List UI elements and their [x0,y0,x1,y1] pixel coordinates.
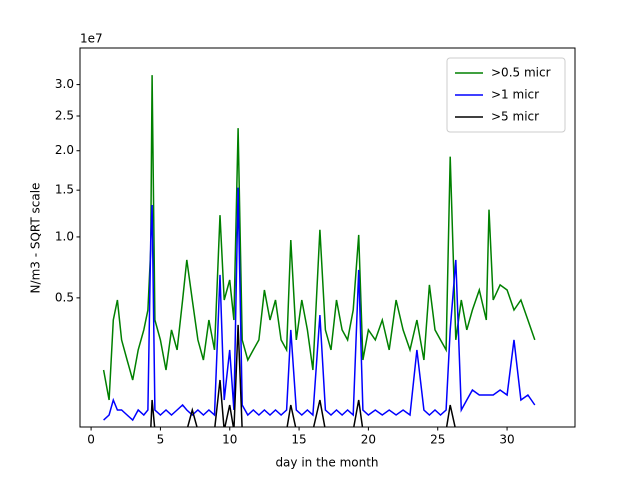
series-line [102,75,536,401]
x-tick-label: 5 [157,433,165,447]
x-tick-label: 0 [87,433,95,447]
y-axis-label: N/m3 - SQRT scale [29,183,43,294]
y-tick-label: 3.0 [55,77,74,91]
legend-label: >0.5 micr [491,66,551,80]
y-tick-label: 0.5 [55,290,74,304]
legend-label: >5 micr [491,110,539,124]
x-tick-label: 20 [361,433,376,447]
x-axis-label: day in the month [275,456,378,470]
legend-box [446,57,566,133]
axes-frame [79,47,576,428]
series-line [150,324,456,427]
series-line [103,187,536,422]
y-tick-label: 1.5 [55,183,74,197]
y-offset-label: 1e7 [80,32,103,46]
x-tick-label: 10 [222,433,237,447]
y-tick-label: 2.0 [55,143,74,157]
x-tick-label: 15 [291,433,306,447]
x-tick-label: 30 [499,433,514,447]
plot-area [102,75,536,427]
legend-label: >1 micr [491,88,539,102]
x-tick-label: 25 [430,433,445,447]
y-tick-label: 1.0 [55,229,74,243]
y-tick-label: 2.5 [55,108,74,122]
